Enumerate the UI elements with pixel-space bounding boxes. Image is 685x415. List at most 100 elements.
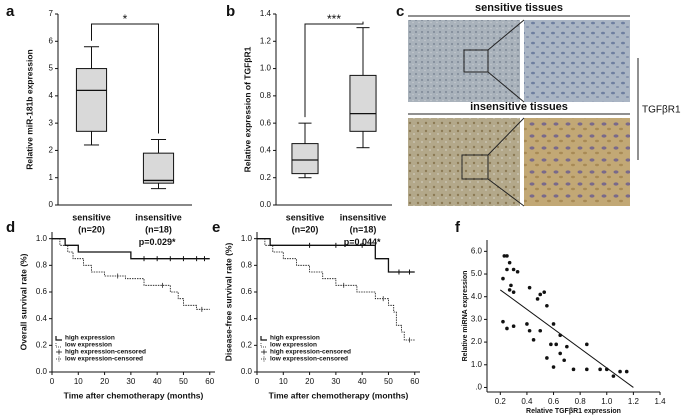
y-tick-label: 0.6 bbox=[36, 287, 48, 296]
y-tick-label: 0.2 bbox=[241, 340, 253, 349]
legend-swatch bbox=[261, 356, 267, 362]
n-label: (n=20) bbox=[78, 224, 105, 234]
tissue-label: insensitive tissues bbox=[470, 101, 568, 113]
y-tick-label: 2 bbox=[49, 146, 54, 155]
point bbox=[585, 342, 589, 347]
zoom-box bbox=[463, 49, 489, 73]
point bbox=[507, 260, 512, 265]
x-tick-label: 60 bbox=[410, 377, 419, 386]
legend-swatch bbox=[55, 336, 62, 341]
tissue-image bbox=[524, 118, 630, 206]
x-tick-label: 0 bbox=[255, 377, 260, 386]
y-tick-label: 0 bbox=[49, 200, 54, 209]
point bbox=[538, 292, 543, 297]
survival-curve bbox=[257, 238, 415, 273]
y-tick-label: 0.2 bbox=[36, 340, 48, 349]
marker-label: TGFβR1 bbox=[642, 105, 681, 116]
y-tick-label: .0 bbox=[475, 383, 482, 392]
point bbox=[585, 367, 589, 372]
y-tick-label: 5.0 bbox=[471, 269, 483, 278]
panel-label: f bbox=[455, 219, 461, 236]
panel-label: c bbox=[396, 3, 404, 20]
point bbox=[515, 269, 520, 274]
legend-label: low expression bbox=[270, 342, 317, 349]
y-tick-label: 1.0 bbox=[241, 234, 253, 243]
legend-swatch bbox=[260, 343, 267, 348]
point bbox=[549, 342, 553, 347]
point bbox=[525, 322, 529, 326]
n-label: (n=18) bbox=[145, 224, 172, 234]
point bbox=[571, 367, 576, 372]
x-tick-label: 0.8 bbox=[575, 397, 587, 406]
point bbox=[502, 254, 507, 258]
legend-label: low expression bbox=[65, 342, 112, 349]
category-label: sensitive bbox=[286, 212, 325, 222]
y-tick-label: 4.0 bbox=[471, 292, 483, 301]
panel-label: a bbox=[6, 3, 15, 20]
point bbox=[611, 374, 616, 378]
significance-bracket bbox=[91, 23, 159, 134]
panel-label: d bbox=[6, 219, 15, 236]
x-tick-label: 0.6 bbox=[548, 397, 560, 406]
significance-bracket bbox=[304, 21, 364, 118]
point bbox=[565, 344, 569, 349]
point bbox=[542, 290, 547, 294]
y-tick-label: 1 bbox=[49, 173, 54, 182]
legend-label: low expression-censored bbox=[270, 356, 348, 363]
y-tick-label: 0.8 bbox=[36, 260, 48, 269]
y-tick-label: 2.0 bbox=[471, 337, 483, 346]
y-tick-label: 0.2 bbox=[260, 173, 272, 182]
zoom-line bbox=[487, 71, 525, 103]
y-axis-label: Relative miR-181b expression bbox=[24, 49, 34, 169]
category-label: insensitive bbox=[135, 212, 182, 222]
y-tick-label: 6.0 bbox=[471, 246, 483, 255]
point bbox=[527, 328, 532, 333]
x-tick-label: 1.2 bbox=[628, 397, 640, 406]
y-tick-label: 5 bbox=[49, 64, 54, 73]
y-tick-label: 1.0 bbox=[36, 234, 48, 243]
point bbox=[551, 365, 556, 369]
category-label: sensitive bbox=[72, 212, 111, 222]
x-tick-label: 20 bbox=[305, 377, 314, 386]
survival-curve bbox=[52, 238, 210, 260]
point bbox=[545, 303, 549, 308]
point bbox=[538, 328, 543, 333]
legend-swatch bbox=[56, 356, 62, 362]
x-axis-label: Time after chemotherapy (months) bbox=[64, 390, 204, 400]
x-tick-label: 30 bbox=[331, 377, 340, 386]
x-axis-label: Relative TGFβR1 expression bbox=[526, 408, 621, 415]
point bbox=[511, 267, 516, 272]
box bbox=[75, 68, 108, 132]
fit-line bbox=[500, 289, 634, 388]
y-tick-label: 1.0 bbox=[260, 64, 272, 73]
panel-label: b bbox=[226, 3, 235, 20]
x-tick-label: 0.4 bbox=[521, 397, 533, 406]
point bbox=[511, 290, 516, 294]
x-tick-label: 10 bbox=[279, 377, 288, 386]
y-tick-label: 4 bbox=[49, 91, 54, 100]
point bbox=[598, 367, 602, 372]
point bbox=[554, 342, 558, 347]
panel-label: e bbox=[212, 219, 220, 236]
x-tick-label: 1.0 bbox=[601, 397, 613, 406]
point bbox=[618, 369, 622, 374]
x-tick-label: 50 bbox=[179, 377, 188, 386]
legend-swatch bbox=[55, 343, 62, 348]
x-tick-label: 1.4 bbox=[654, 397, 666, 406]
point bbox=[501, 319, 505, 324]
y-axis-label: Relative expression of TGFβR1 bbox=[242, 46, 252, 172]
y-tick-label: 0.0 bbox=[241, 367, 253, 376]
y-tick-label: 1.0 bbox=[471, 360, 483, 369]
tissue-label: sensitive tissues bbox=[475, 2, 563, 14]
legend-label: high expression-censored bbox=[65, 349, 146, 356]
zoom-line bbox=[487, 178, 525, 207]
y-tick-label: 0.6 bbox=[241, 287, 253, 296]
point bbox=[507, 288, 512, 292]
point bbox=[527, 285, 532, 290]
y-tick-label: 0.0 bbox=[260, 200, 272, 209]
y-axis-label: Relative miRNA expression bbox=[462, 271, 469, 362]
y-axis-label: Disease-free survival rate (%) bbox=[223, 243, 233, 362]
y-tick-label: 0.4 bbox=[241, 314, 253, 323]
category-label: insensitive bbox=[340, 212, 387, 222]
